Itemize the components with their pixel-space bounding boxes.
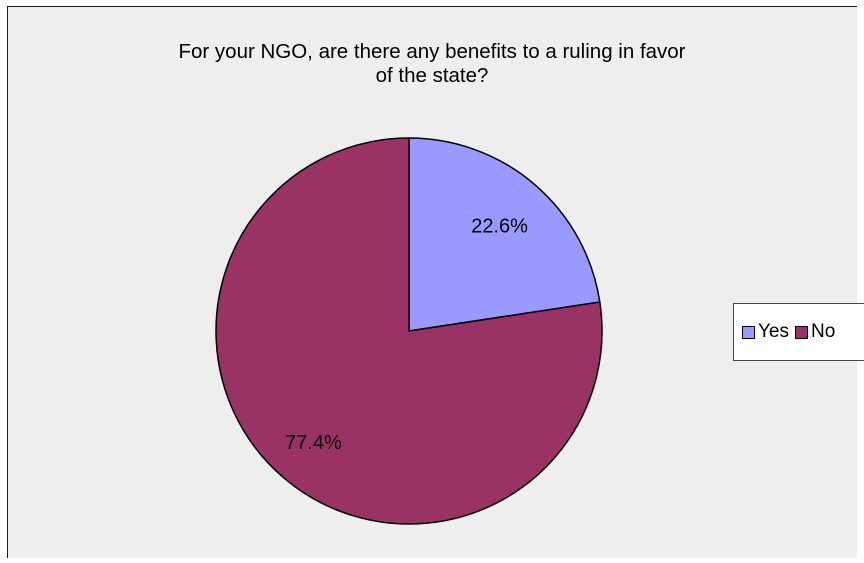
chart-title-line-2: of the state? [375, 64, 489, 87]
legend-label-no: No [811, 321, 836, 342]
legend-item-yes: Yes [742, 321, 789, 343]
chart-legend: Yes No [733, 303, 864, 361]
legend-swatch-no [795, 325, 808, 339]
pie-slice-no [215, 137, 603, 525]
chart-title: For your NGO, are there any benefits to … [7, 40, 857, 88]
legend-label-yes: Yes [758, 321, 789, 342]
pie-slice-yes [408, 137, 601, 332]
legend-swatch-yes [742, 325, 755, 339]
legend-item-no: No [795, 321, 835, 343]
pie-label-no: 77.4% [285, 432, 342, 454]
pie-label-yes: 22.6% [471, 216, 528, 238]
chart-title-line-1: For your NGO, are there any benefits to … [178, 40, 686, 63]
